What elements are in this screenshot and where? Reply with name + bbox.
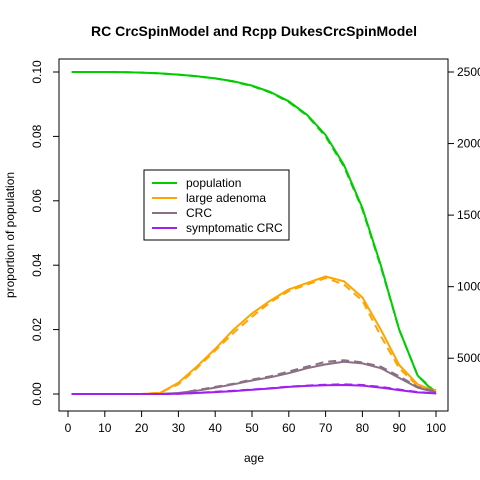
x-axis-label: age: [244, 451, 264, 465]
x-tick-label: 40: [209, 421, 223, 435]
x-tick-label: 60: [282, 421, 296, 435]
y2-tick-label: 5000: [457, 351, 480, 365]
chart-title: RC CrcSpinModel and Rcpp DukesCrcSpinMod…: [91, 23, 417, 39]
y-axis: 0.00 0.02 0.04 0.06 0.08 0.10: [30, 60, 59, 406]
y2-tick-label: 15000: [457, 208, 480, 222]
y-tick-label: 0.10: [30, 60, 44, 84]
x-tick-label: 0: [65, 421, 72, 435]
y2-axis: 5000 10000 15000 20000 25000: [448, 65, 480, 365]
x-tick-label: 80: [356, 421, 370, 435]
legend-label-symptomatic-crc: symptomatic CRC: [186, 221, 283, 235]
y-tick-label: 0.06: [30, 189, 44, 213]
x-tick-label: 10: [98, 421, 112, 435]
y2-tick-label: 25000: [457, 65, 480, 79]
x-tick-label: 90: [393, 421, 407, 435]
x-tick-label: 50: [245, 421, 259, 435]
legend-label-population: population: [186, 176, 241, 190]
y-axis-label: proportion of population: [3, 172, 17, 298]
legend-label-large-adenoma: large adenoma: [186, 191, 266, 205]
y-tick-label: 0.08: [30, 124, 44, 148]
y-tick-label: 0.04: [30, 253, 44, 277]
population-solid-line: [71, 71, 437, 395]
y2-tick-label: 10000: [457, 280, 480, 294]
x-tick-label: 30: [172, 421, 186, 435]
symptomatic-crc-solid-line: [71, 384, 437, 395]
legend-label-crc: CRC: [186, 206, 212, 220]
y-tick-label: 0.02: [30, 318, 44, 342]
plot-frame: [58, 58, 449, 412]
y-tick-label: 0.00: [30, 382, 44, 406]
x-axis: 0 10 20 30 40 50 60 70 80 90 100: [65, 411, 446, 435]
x-tick-label: 20: [135, 421, 149, 435]
x-tick-label: 100: [426, 421, 446, 435]
x-tick-label: 70: [319, 421, 333, 435]
series-layer: [71, 71, 437, 395]
y2-tick-label: 20000: [457, 137, 480, 151]
